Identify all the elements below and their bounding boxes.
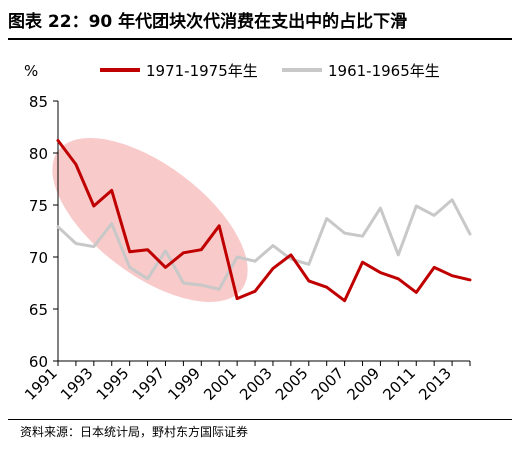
title-divider xyxy=(8,38,512,40)
x-tick-label: 2013 xyxy=(415,364,455,404)
x-tick-label: 2003 xyxy=(236,364,276,404)
series-line-1 xyxy=(56,139,472,303)
legend-item-series-2: 1961-1965年生 xyxy=(282,58,440,82)
y-tick-label: 80 xyxy=(29,145,48,163)
legend-label-series-1: 1971-1975年生 xyxy=(146,61,258,80)
x-tick-label: 2007 xyxy=(308,364,348,404)
series-layer xyxy=(56,139,472,303)
source-note: 资料来源：日本统计局，野村东方国际证券 xyxy=(20,425,249,439)
x-tick-label: 1993 xyxy=(57,364,97,404)
y-tick-label: 75 xyxy=(29,197,48,215)
legend-item-series-1: 1971-1975年生 xyxy=(100,58,258,82)
x-tick-label: 2011 xyxy=(379,364,419,404)
series-line-2 xyxy=(56,198,472,291)
x-tick-label: 2005 xyxy=(272,364,312,404)
x-tick-label: 1997 xyxy=(129,364,169,404)
x-tick-label: 2009 xyxy=(344,364,384,404)
legend-swatch-grey xyxy=(282,68,322,72)
y-axis-unit: % xyxy=(24,62,39,80)
y-tick-label: 70 xyxy=(29,249,48,267)
x-tick-label: 2001 xyxy=(200,364,240,404)
x-tick-label: 1991 xyxy=(21,364,61,404)
highlight-ellipse xyxy=(52,138,248,302)
y-tick-label: 60 xyxy=(29,353,48,371)
y-tick-label: 85 xyxy=(29,93,48,111)
x-tick-label: 1999 xyxy=(164,364,204,404)
x-tick-label: 1995 xyxy=(93,364,133,404)
legend-label-series-2: 1961-1965年生 xyxy=(328,61,440,80)
source-divider xyxy=(8,419,512,420)
figure-title: 图表 22：90 年代团块次代消费在支出中的占比下滑 xyxy=(8,12,408,32)
legend-swatch-red xyxy=(100,68,140,72)
y-tick-label: 65 xyxy=(29,301,48,319)
